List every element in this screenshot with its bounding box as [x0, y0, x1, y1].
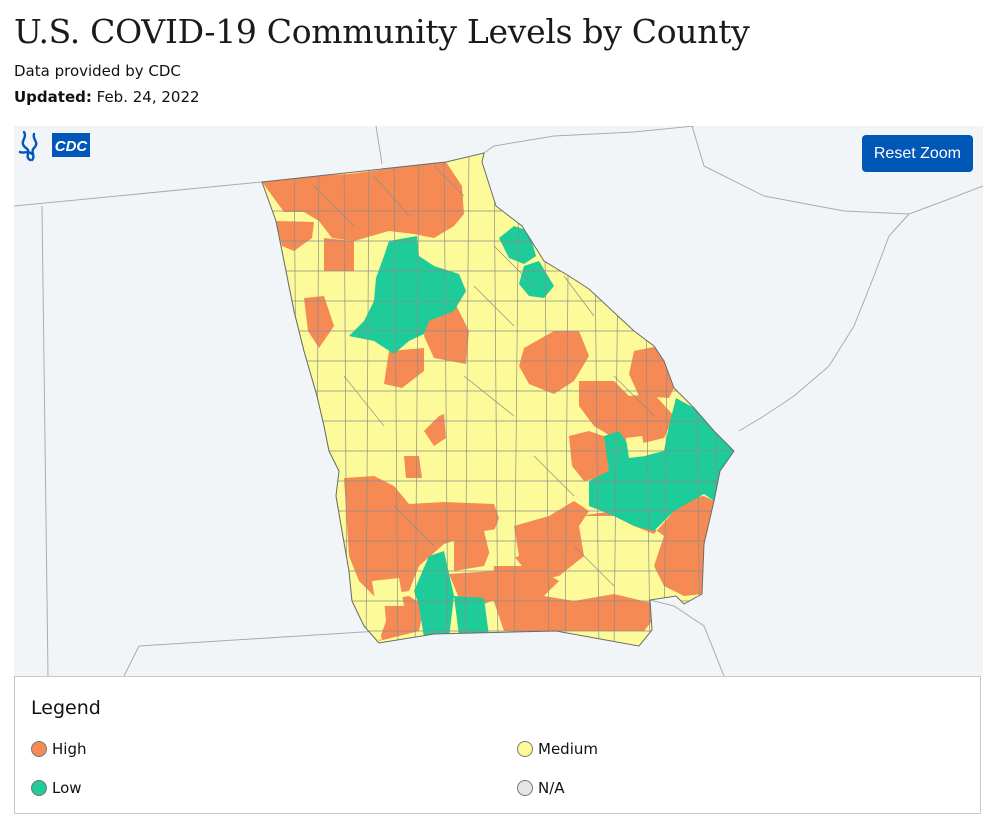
county-central-high-2[interactable]	[384, 348, 424, 388]
county-ne-low[interactable]	[499, 226, 536, 264]
legend-label-low: Low	[52, 779, 82, 797]
county-west-high[interactable]	[304, 296, 334, 348]
county-atlanta-low[interactable]	[349, 236, 466, 354]
county-coastal-medium[interactable]	[626, 436, 646, 458]
updated-line: Updated: Feb. 24, 2022	[14, 88, 200, 106]
cdc-logo-box	[52, 133, 90, 157]
reset-zoom-button[interactable]: Reset Zoom	[861, 135, 973, 172]
legend-label-medium: Medium	[538, 740, 598, 758]
legend-item-high[interactable]: High	[31, 740, 86, 758]
county-map[interactable]: Reset Zoom CDC	[14, 126, 983, 676]
county-sw-corner-high[interactable]	[379, 596, 424, 641]
county-nw-high-2[interactable]	[324, 238, 354, 271]
county-north-high[interactable]	[262, 162, 464, 241]
legend-item-low[interactable]: Low	[31, 779, 82, 797]
county-se-high[interactable]	[579, 381, 674, 444]
legend: Legend High Medium Low N/A	[14, 676, 981, 814]
georgia-outline	[261, 152, 735, 647]
map-svg[interactable]	[14, 126, 983, 676]
county-south-low-2[interactable]	[454, 596, 489, 636]
county-corner-medium[interactable]	[349, 596, 382, 641]
county-sw-high[interactable]	[344, 476, 499, 596]
county-coastal-low[interactable]	[589, 398, 734, 531]
updated-date: Feb. 24, 2022	[96, 88, 200, 106]
data-source: Data provided by CDC	[14, 62, 181, 80]
high-swatch-icon	[31, 741, 47, 757]
legend-title: Legend	[31, 697, 101, 719]
county-south-high-2[interactable]	[449, 571, 504, 604]
county-tiny-high[interactable]	[424, 414, 446, 446]
hhs-eagle-icon	[18, 130, 38, 162]
county-south-medium[interactable]	[484, 526, 519, 564]
county-south-border-high[interactable]	[492, 566, 664, 631]
legend-item-medium[interactable]: Medium	[517, 740, 598, 758]
county-south-low[interactable]	[414, 551, 454, 638]
county-sw-medium[interactable]	[372, 578, 404, 606]
na-swatch-icon	[517, 780, 533, 796]
low-swatch-icon	[31, 780, 47, 796]
cdc-logo-text: CDC	[55, 138, 89, 155]
page-title: U.S. COVID-19 Community Levels by County	[14, 12, 750, 51]
county-south-high-small[interactable]	[404, 456, 422, 478]
legend-label-high: High	[52, 740, 87, 758]
updated-label: Updated:	[14, 88, 92, 106]
county-east-high[interactable]	[519, 331, 589, 394]
medium-swatch-icon	[517, 741, 533, 757]
low-level-regions[interactable]	[349, 226, 734, 638]
county-se-high-2[interactable]	[569, 431, 609, 481]
legend-item-na[interactable]: N/A	[517, 779, 565, 797]
legend-label-na: N/A	[538, 779, 565, 797]
georgia-counties[interactable]	[254, 146, 754, 656]
high-level-regions[interactable]	[262, 162, 714, 641]
cdc-logo: CDC	[18, 130, 90, 162]
medium-level-patches[interactable]	[349, 436, 646, 641]
